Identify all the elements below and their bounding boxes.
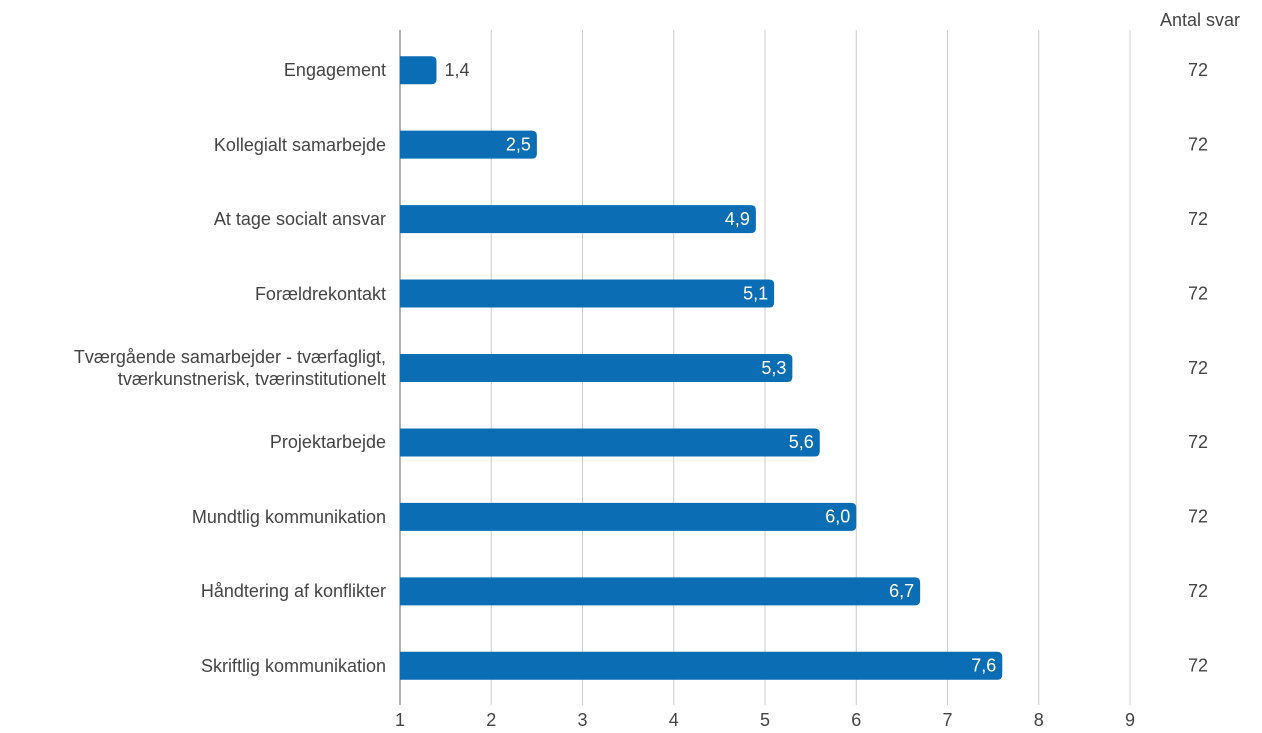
- value-label: 5,3: [761, 358, 786, 378]
- count-label: 72: [1188, 581, 1208, 601]
- category-label: Forældrekontakt: [254, 283, 386, 304]
- value-label: 1,4: [445, 60, 470, 80]
- bar: [400, 354, 793, 382]
- bar: [400, 205, 756, 234]
- category-label: Skriftlig kommunikation: [200, 655, 386, 676]
- count-label: 72: [1188, 209, 1208, 229]
- bar: [400, 502, 857, 531]
- value-label: 6,7: [889, 581, 914, 601]
- x-tick-label: 5: [760, 710, 770, 730]
- count-label: 72: [1188, 134, 1208, 154]
- bar: [400, 130, 537, 159]
- value-label: 6,0: [825, 507, 850, 527]
- x-tick-label: 8: [1034, 710, 1044, 730]
- value-label: 7,6: [971, 656, 996, 676]
- x-tick-label: 7: [942, 710, 952, 730]
- x-tick-label: 1: [395, 710, 405, 730]
- bar: [400, 56, 437, 85]
- bar: [400, 577, 921, 606]
- value-label: 4,9: [725, 209, 750, 229]
- counts-title: Antal svar: [1160, 10, 1240, 30]
- category-label: Tværgående samarbejder - tværfagligt, tv…: [73, 347, 386, 389]
- value-label: 5,6: [789, 432, 814, 452]
- value-label: 2,5: [506, 134, 531, 154]
- category-label: Engagement: [283, 60, 386, 81]
- bar: [400, 279, 775, 308]
- count-label: 72: [1188, 432, 1208, 452]
- count-label: 72: [1188, 507, 1208, 527]
- x-tick-label: 6: [851, 710, 861, 730]
- category-label: Håndtering af konflikter: [200, 581, 386, 602]
- bar: [400, 428, 820, 457]
- category-label: Mundtlig kommunikation: [191, 506, 386, 527]
- x-tick-label: 3: [577, 710, 587, 730]
- category-label: Kollegialt samarbejde: [213, 134, 386, 155]
- x-tick-label: 9: [1125, 710, 1135, 730]
- count-label: 72: [1188, 358, 1208, 378]
- value-label: 5,1: [743, 283, 768, 303]
- count-label: 72: [1188, 656, 1208, 676]
- x-tick-label: 4: [669, 710, 679, 730]
- x-tick-label: 2: [486, 710, 496, 730]
- count-label: 72: [1188, 283, 1208, 303]
- category-label: At tage socialt ansvar: [213, 209, 386, 230]
- category-label: Projektarbejde: [269, 432, 386, 453]
- bar: [400, 651, 1003, 680]
- count-label: 72: [1188, 60, 1208, 80]
